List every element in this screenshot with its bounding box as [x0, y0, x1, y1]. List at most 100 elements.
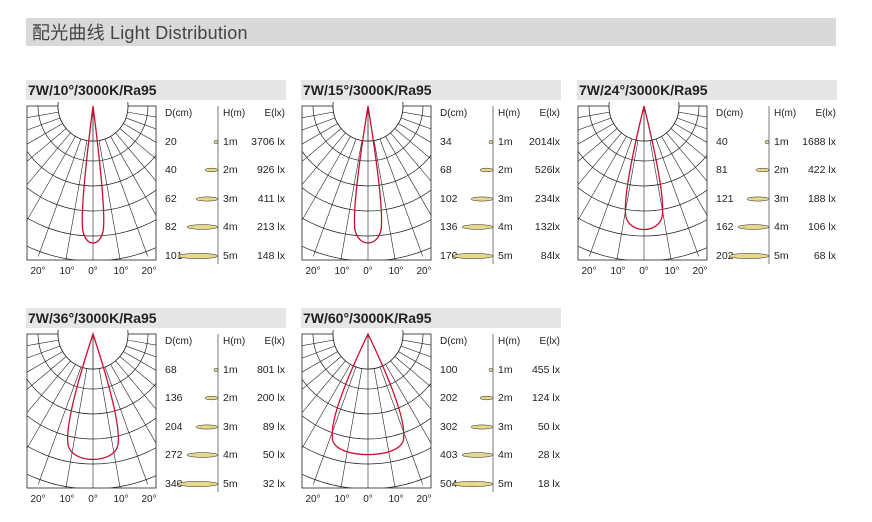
- distance-value: 340: [165, 478, 183, 490]
- light-spot-icon: [213, 368, 219, 372]
- height-value: 2m: [498, 392, 513, 404]
- lux-value: 526lx: [535, 164, 561, 176]
- angle-label: 20°: [692, 266, 707, 277]
- panel-title: 7W/15°/3000K/Ra95: [301, 80, 561, 100]
- distance-value: 403: [440, 449, 458, 461]
- angle-label: 10°: [610, 266, 625, 277]
- lux-value: 84lx: [541, 250, 561, 262]
- light-spot-icon: [755, 167, 770, 173]
- header-distance: D(cm): [165, 336, 192, 347]
- height-value: 5m: [223, 250, 238, 262]
- light-spot-icon: [737, 224, 770, 230]
- distance-value: 40: [716, 136, 728, 148]
- light-distribution-panel: 7W/36°/3000K/Ra95 20° 10° 0° 10° 20° D(cm) H(m)…: [26, 308, 286, 508]
- lux-value: 50 lx: [538, 421, 561, 433]
- beam-curve: [66, 331, 120, 460]
- header-height: H(m): [223, 108, 245, 119]
- light-spot-icon: [177, 481, 219, 487]
- light-distribution-panel: 7W/10°/3000K/Ra95 20° 10° 0° 10° 20° D(cm) H(m)…: [26, 80, 286, 280]
- light-distribution-panel: 7W/60°/3000K/Ra95 20° 10° 0° 10° 20° D(cm) H(m)…: [301, 308, 561, 508]
- height-value: 4m: [223, 449, 238, 461]
- height-value: 2m: [223, 392, 238, 404]
- distance-value: 504: [440, 478, 458, 490]
- lux-value: 28 lx: [538, 449, 561, 461]
- distance-value: 81: [716, 164, 728, 176]
- light-spot-icon: [186, 452, 219, 458]
- lux-value: 89 lx: [263, 421, 286, 433]
- height-value: 5m: [498, 250, 513, 262]
- distance-value: 204: [165, 421, 183, 433]
- header-height: H(m): [498, 108, 520, 119]
- height-value: 5m: [498, 478, 513, 490]
- panel-title: 7W/24°/3000K/Ra95: [577, 80, 837, 100]
- angle-label: 10°: [334, 494, 349, 505]
- height-value: 5m: [223, 478, 238, 490]
- light-spot-icon: [177, 253, 219, 259]
- header-height: H(m): [498, 336, 520, 347]
- angle-label: 10°: [334, 266, 349, 277]
- grid-arc: [302, 473, 431, 488]
- section-header: 配光曲线 Light Distribution: [26, 18, 836, 46]
- grid-arc: [578, 245, 707, 260]
- beam-curve: [624, 105, 664, 231]
- distance-value: 136: [165, 392, 183, 404]
- angle-label: 10°: [388, 266, 403, 277]
- distance-value: 202: [716, 250, 734, 262]
- angle-label: 10°: [113, 494, 128, 505]
- distance-value: 302: [440, 421, 458, 433]
- polar-diagram: 20° 10° 0° 10° 20° D(cm) H(m) E(lx) 100 1m 455 lx 2…: [301, 330, 561, 505]
- angle-label: 20°: [416, 494, 431, 505]
- polar-grid: [27, 106, 156, 260]
- angle-label: 20°: [305, 494, 320, 505]
- height-value: 3m: [774, 193, 789, 205]
- height-value: 1m: [498, 364, 513, 376]
- lux-value: 801 lx: [257, 364, 286, 376]
- light-spot-icon: [452, 481, 494, 487]
- polar-grid: [302, 106, 431, 260]
- distance-value: 68: [440, 164, 452, 176]
- header-illuminance: E(lx): [815, 108, 836, 119]
- angle-label: 20°: [30, 266, 45, 277]
- header-height: H(m): [223, 336, 245, 347]
- distance-value: 101: [165, 250, 183, 262]
- height-value: 3m: [498, 421, 513, 433]
- height-value: 4m: [223, 221, 238, 233]
- grid-arc: [27, 245, 156, 260]
- polar-grid: [302, 334, 431, 488]
- lux-value: 1688 lx: [802, 136, 837, 148]
- beam-curve: [81, 105, 105, 244]
- lux-value: 188 lx: [808, 193, 837, 205]
- lux-value: 50 lx: [263, 449, 286, 461]
- height-value: 1m: [223, 364, 238, 376]
- distance-value: 102: [440, 193, 458, 205]
- panel-title: 7W/36°/3000K/Ra95: [26, 308, 286, 328]
- light-spot-icon: [186, 224, 219, 230]
- height-value: 5m: [774, 250, 789, 262]
- lux-value: 455 lx: [532, 364, 561, 376]
- distance-value: 272: [165, 449, 183, 461]
- angle-label: 0°: [639, 266, 649, 277]
- height-value: 4m: [774, 221, 789, 233]
- light-distribution-panel: 7W/24°/3000K/Ra95 20° 10° 0° 10° 20° D(cm) H(m)…: [577, 80, 837, 280]
- angle-label: 10°: [113, 266, 128, 277]
- angle-label: 20°: [141, 266, 156, 277]
- lux-value: 234lx: [535, 193, 561, 205]
- angle-label: 20°: [581, 266, 596, 277]
- angle-label: 0°: [363, 494, 373, 505]
- angle-label: 0°: [88, 266, 98, 277]
- distance-value: 34: [440, 136, 452, 148]
- section-title: 配光曲线 Light Distribution: [32, 23, 248, 43]
- height-value: 1m: [774, 136, 789, 148]
- light-spot-icon: [479, 395, 494, 401]
- height-value: 2m: [223, 164, 238, 176]
- lux-value: 3706 lx: [251, 136, 286, 148]
- header-illuminance: E(lx): [264, 336, 285, 347]
- height-value: 2m: [774, 164, 789, 176]
- distance-value: 20: [165, 136, 177, 148]
- distance-value: 121: [716, 193, 734, 205]
- lux-value: 124 lx: [532, 392, 561, 404]
- lux-value: 68 lx: [814, 250, 837, 262]
- polar-diagram: 20° 10° 0° 10° 20° D(cm) H(m) E(lx) 40 1m 1688 lx 8…: [577, 102, 837, 277]
- height-value: 1m: [223, 136, 238, 148]
- angle-label: 20°: [30, 494, 45, 505]
